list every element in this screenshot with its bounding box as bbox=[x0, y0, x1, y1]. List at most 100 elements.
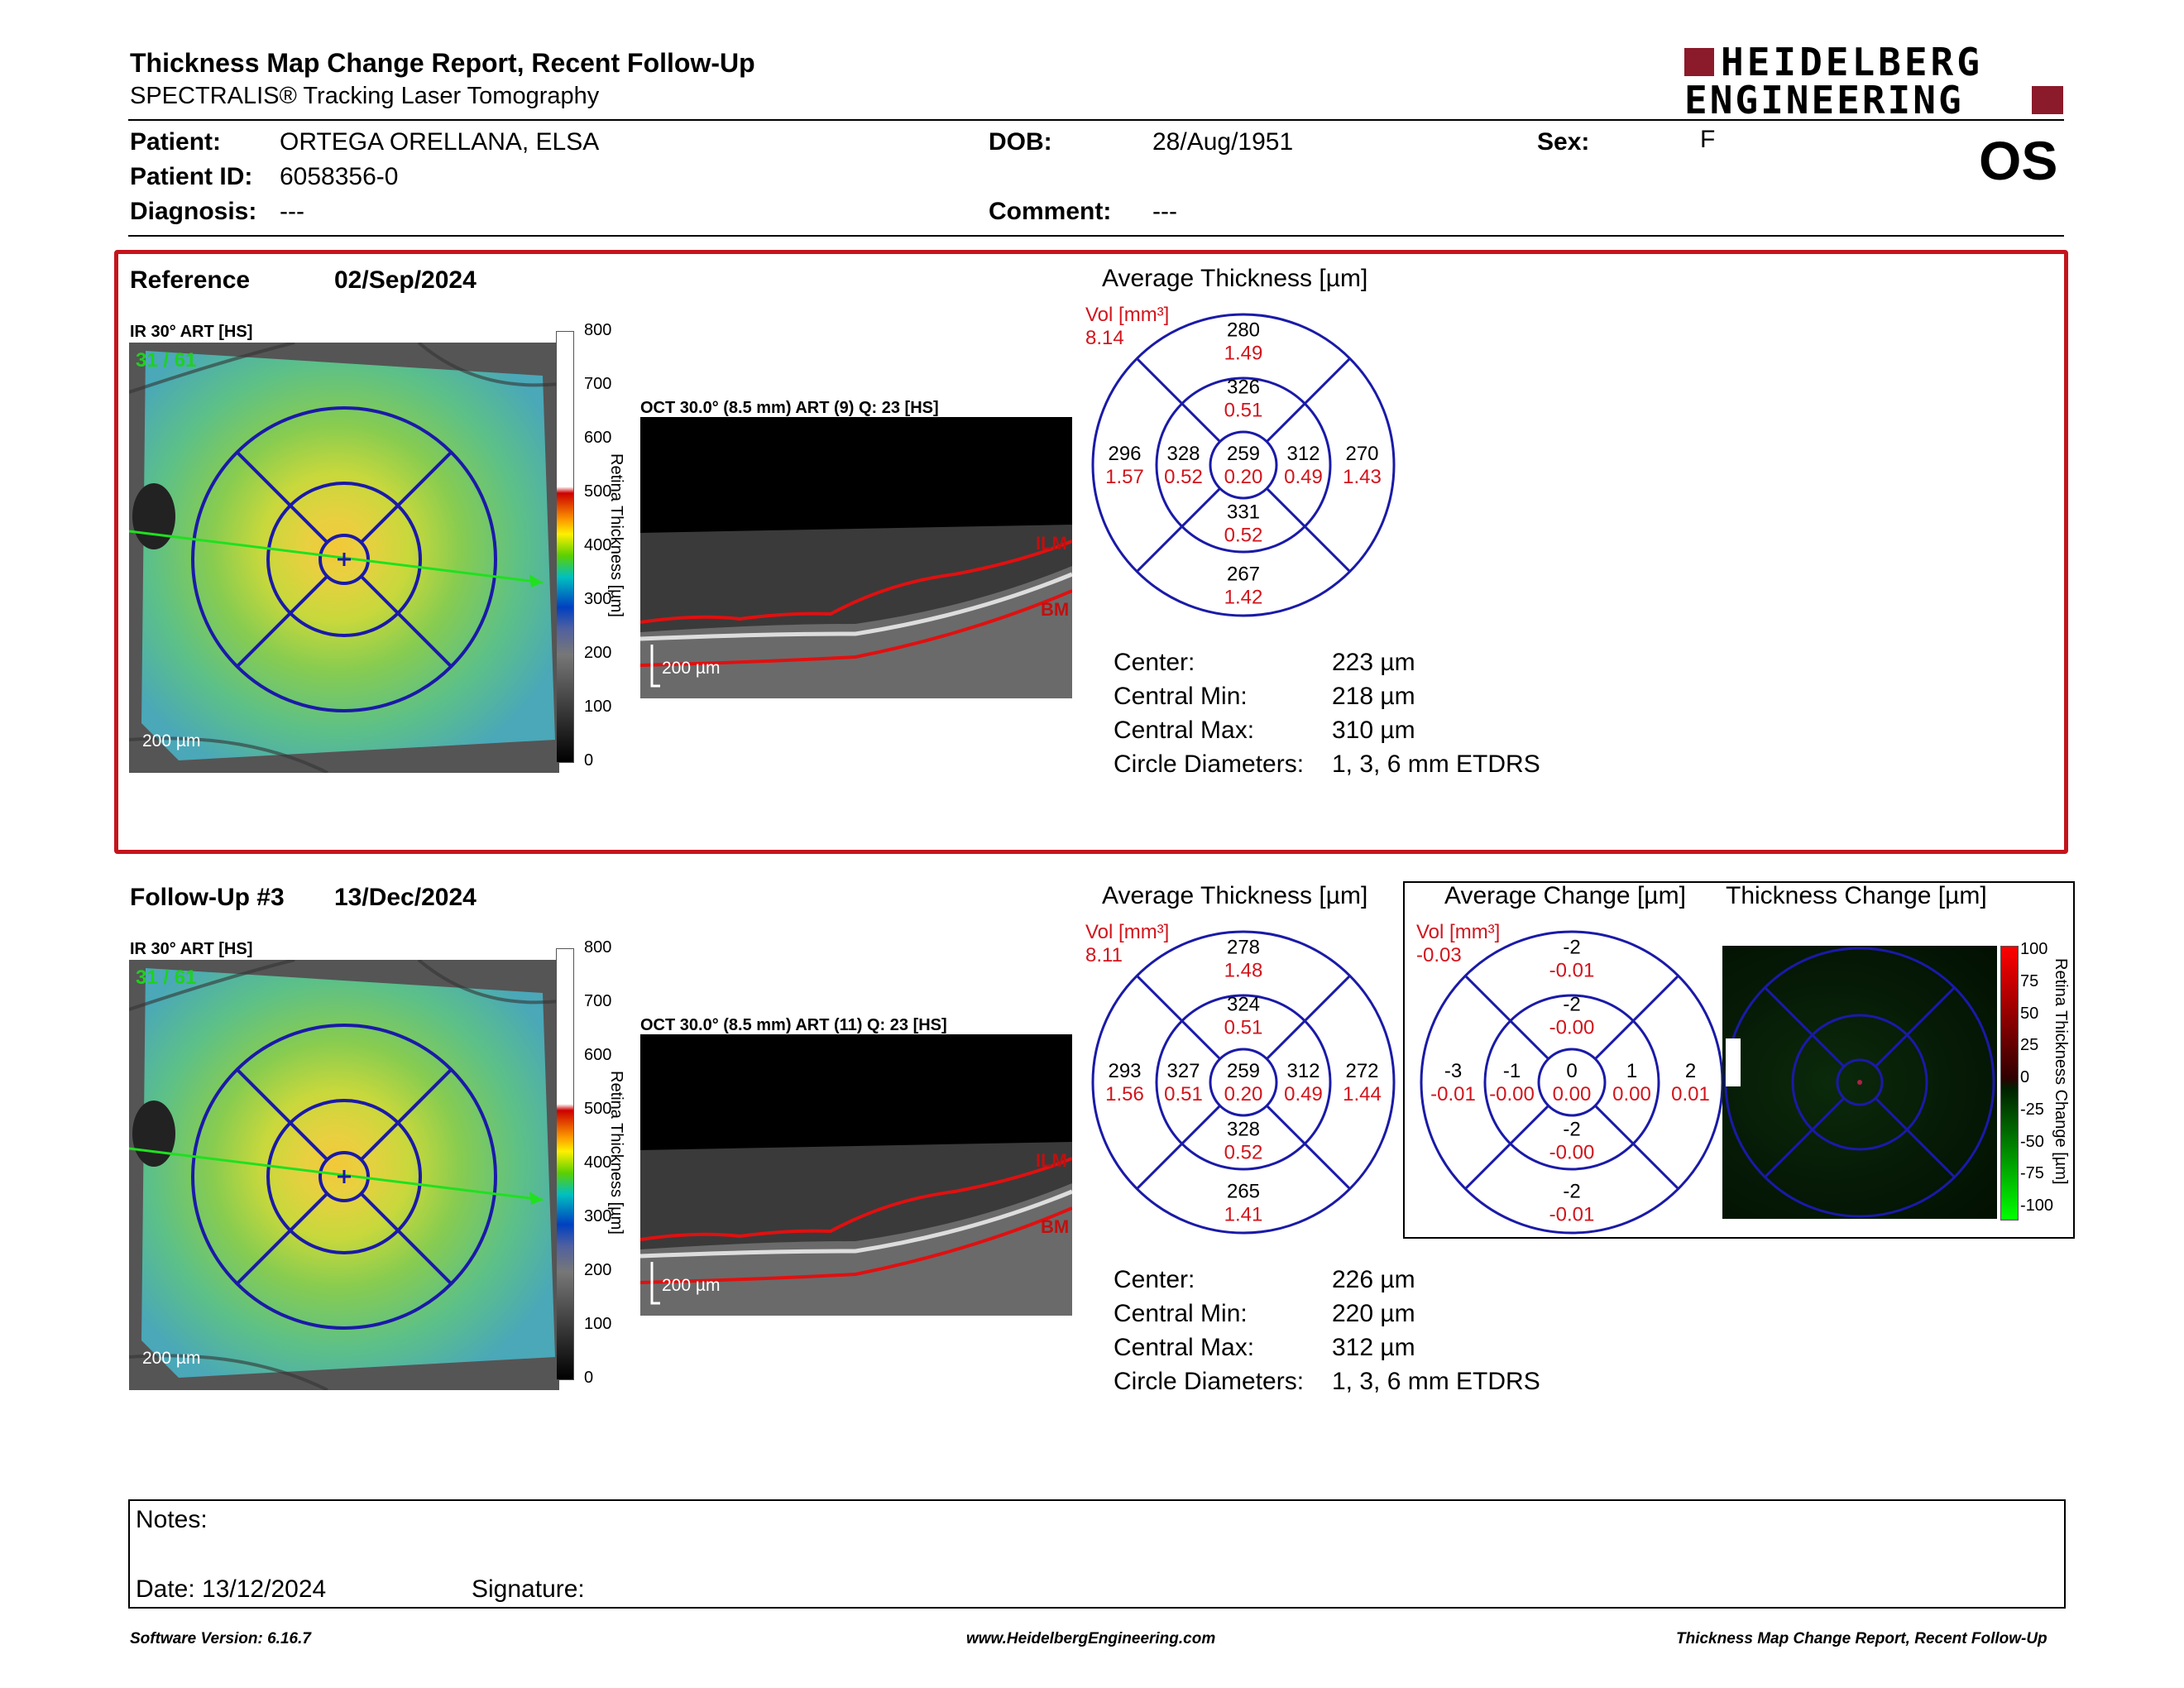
reference-etdrs-grid: 2801.493260.512961.573280.522590.203120.… bbox=[1085, 304, 1396, 617]
change-etdrs-grid: -2-0.01-2-0.00-3-0.01-1-0.0000.0010.0020… bbox=[1416, 921, 1724, 1235]
stat-label: Central Min: bbox=[1114, 683, 1248, 710]
stat-value: 1, 3, 6 mm ETDRS bbox=[1332, 1368, 1540, 1395]
patient-name: ORTEGA ORELLANA, ELSA bbox=[280, 128, 600, 156]
grid-temp_outer-volume: 1.57 bbox=[1105, 466, 1144, 488]
oct-bm-label: BM bbox=[1041, 599, 1070, 620]
colorbar-tick: 800 bbox=[584, 321, 612, 339]
followup-colorbar-label: Retina Thickness [µm] bbox=[607, 1071, 625, 1235]
reference-ir-label: IR 30° ART [HS] bbox=[130, 323, 253, 341]
grid-nas_inner-thickness: 312 bbox=[1286, 1060, 1320, 1082]
notes-signature: Signature: bbox=[472, 1575, 585, 1603]
followup-ir-label: IR 30° ART [HS] bbox=[130, 940, 253, 958]
comment-label: Comment: bbox=[989, 198, 1112, 225]
grid-vol-value: 8.14 bbox=[1085, 327, 1124, 349]
followup-fundus-image: 31 / 61 200 µm bbox=[129, 960, 559, 1390]
reference-oct-label: OCT 30.0° (8.5 mm) ART (9) Q: 23 [HS] bbox=[640, 399, 939, 417]
reference-date: 02/Sep/2024 bbox=[334, 266, 477, 294]
followup-oct-label: OCT 30.0° (8.5 mm) ART (11) Q: 23 [HS] bbox=[640, 1016, 947, 1034]
grid-temp_inner-volume: -0.00 bbox=[1489, 1083, 1535, 1105]
grid-inf_inner-thickness: -2 bbox=[1563, 1119, 1580, 1141]
grid-nas_outer-volume: 1.44 bbox=[1343, 1083, 1382, 1105]
grid-sup_outer-thickness: 278 bbox=[1227, 937, 1260, 959]
grid-center-thickness: 259 bbox=[1227, 443, 1260, 465]
grid-inf_inner-thickness: 328 bbox=[1227, 1119, 1260, 1141]
grid-inf_inner-thickness: 331 bbox=[1227, 501, 1260, 524]
grid-nas_inner-volume: 0.00 bbox=[1612, 1083, 1651, 1105]
grid-vol-value: -0.03 bbox=[1416, 944, 1462, 966]
colorbar-tick: -50 bbox=[2020, 1132, 2044, 1151]
change-map-grid-overlay bbox=[1724, 947, 1995, 1218]
grid-temp_inner-thickness: 327 bbox=[1166, 1060, 1200, 1082]
grid-inf_outer-volume: -0.01 bbox=[1549, 1204, 1595, 1226]
stat-value: 218 µm bbox=[1332, 683, 1415, 710]
diagnosis-label: Diagnosis: bbox=[130, 198, 257, 225]
oct-ilm-label: ILM bbox=[1036, 533, 1067, 554]
colorbar-tick: 600 bbox=[584, 1046, 612, 1064]
stat-value: 1, 3, 6 mm ETDRS bbox=[1332, 750, 1540, 778]
grid-inf_outer-volume: 1.42 bbox=[1224, 587, 1263, 609]
reference-thickness-colorbar bbox=[556, 331, 574, 763]
thickness-change-map bbox=[1722, 946, 1997, 1219]
grid-nas_inner-thickness: 1 bbox=[1626, 1060, 1637, 1082]
reference-oct-scan: ILM BM 200 µm bbox=[640, 417, 1072, 698]
grid-nas_outer-thickness: 270 bbox=[1345, 443, 1378, 465]
sex-label: Sex: bbox=[1537, 128, 1590, 156]
stat-value: 312 µm bbox=[1332, 1334, 1415, 1361]
oct-svg bbox=[640, 525, 1072, 698]
change-title: Average Change [µm] bbox=[1444, 882, 1686, 909]
grid-nas_inner-thickness: 312 bbox=[1286, 443, 1320, 465]
change-colorbar bbox=[2000, 946, 2019, 1220]
header-divider bbox=[128, 119, 2064, 121]
eye-laterality: OS bbox=[1979, 130, 2058, 191]
grid-temp_outer-volume: -0.01 bbox=[1430, 1083, 1476, 1105]
reference-fundus-image: 31 / 61 200 µm bbox=[129, 343, 559, 773]
grid-inf_inner-volume: -0.00 bbox=[1549, 1142, 1595, 1164]
colorbar-tick: 200 bbox=[584, 644, 612, 662]
grid-center-thickness: 0 bbox=[1566, 1060, 1577, 1082]
colorbar-tick: -25 bbox=[2020, 1100, 2044, 1119]
stat-value: 220 µm bbox=[1332, 1300, 1415, 1327]
grid-inf_outer-thickness: -2 bbox=[1563, 1181, 1580, 1203]
grid-sup_outer-thickness: 280 bbox=[1227, 319, 1260, 342]
grid-sup_inner-volume: -0.00 bbox=[1549, 1017, 1595, 1039]
diagnosis-value: --- bbox=[280, 198, 304, 225]
logo-square-icon bbox=[1684, 48, 1714, 76]
stat-label: Circle Diameters: bbox=[1114, 1368, 1305, 1395]
grid-nas_inner-volume: 0.49 bbox=[1284, 1083, 1323, 1105]
reference-avg-title: Average Thickness [µm] bbox=[1102, 265, 1368, 292]
grid-temp_inner-volume: 0.52 bbox=[1164, 466, 1203, 488]
followup-date: 13/Dec/2024 bbox=[334, 884, 477, 911]
grid-center-volume: 0.20 bbox=[1224, 466, 1263, 488]
colorbar-tick: 400 bbox=[584, 536, 612, 554]
thickness-change-title: Thickness Change [µm] bbox=[1726, 882, 1987, 909]
grid-temp_outer-thickness: 293 bbox=[1108, 1060, 1141, 1082]
followup-oct-scan: ILM BM 200 µm bbox=[640, 1034, 1072, 1316]
logo-line1: HEIDELBERG bbox=[1721, 40, 1983, 84]
followup-label: Follow-Up #3 bbox=[130, 884, 285, 911]
colorbar-tick: 100 bbox=[584, 698, 612, 716]
footer-website[interactable]: www.HeidelbergEngineering.com bbox=[966, 1630, 1216, 1647]
grid-temp_inner-thickness: 328 bbox=[1166, 443, 1200, 465]
heidelberg-logo: HEIDELBERG ENGINEERING bbox=[1684, 40, 2065, 122]
reference-colorbar-label: Retina Thickness [µm] bbox=[607, 453, 625, 617]
reference-frame bbox=[114, 250, 2068, 854]
stat-label: Center: bbox=[1114, 1266, 1195, 1293]
grid-sup_outer-volume: 1.49 bbox=[1224, 343, 1263, 365]
stat-value: 226 µm bbox=[1332, 1266, 1415, 1293]
patient-label: Patient: bbox=[130, 128, 222, 156]
followup-thickness-colorbar bbox=[556, 948, 574, 1380]
notes-box bbox=[128, 1499, 2066, 1609]
report-title: Thickness Map Change Report, Recent Foll… bbox=[130, 48, 755, 78]
footer-software-version: Software Version: 6.16.7 bbox=[130, 1630, 311, 1647]
dob-label: DOB: bbox=[989, 128, 1052, 156]
colorbar-tick: 600 bbox=[584, 429, 612, 447]
colorbar-tick: -75 bbox=[2020, 1164, 2044, 1183]
fundus-svg bbox=[129, 343, 559, 773]
grid-sup_inner-thickness: 326 bbox=[1227, 376, 1260, 399]
colorbar-tick: 75 bbox=[2020, 971, 2039, 990]
change-frame bbox=[1403, 881, 2075, 1239]
grid-sup_inner-volume: 0.51 bbox=[1224, 400, 1263, 422]
fundus-frame-counter: 31 / 61 bbox=[136, 966, 197, 989]
colorbar-tick: 300 bbox=[584, 590, 612, 608]
patient-divider bbox=[128, 235, 2064, 237]
